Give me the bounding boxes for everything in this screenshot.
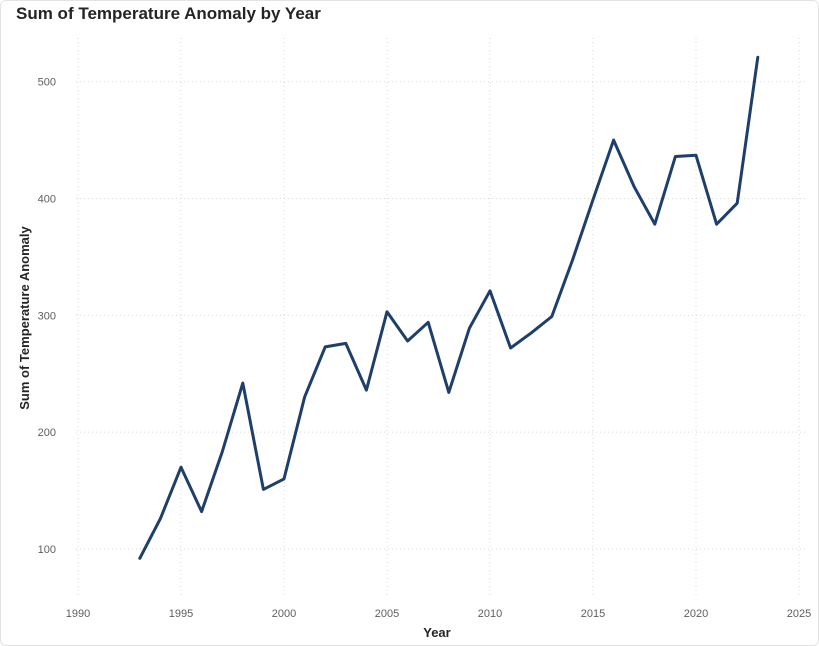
x-tick-label: 2025 xyxy=(787,608,811,620)
x-tick-label: 2005 xyxy=(375,608,399,620)
x-tick-label: 1990 xyxy=(66,608,90,620)
x-axis-title: Year xyxy=(423,625,450,640)
x-tick-label: 2010 xyxy=(478,608,502,620)
y-tick-label: 300 xyxy=(38,310,56,322)
y-tick-label: 100 xyxy=(38,544,56,556)
x-tick-label: 2020 xyxy=(684,608,708,620)
y-tick-label: 200 xyxy=(38,427,56,439)
x-tick-label: 2015 xyxy=(581,608,605,620)
y-axis-ticks: 100 200 300 400 500 xyxy=(38,77,56,556)
y-tick-label: 500 xyxy=(38,77,56,89)
series-line xyxy=(138,55,760,560)
x-tick-label: 2000 xyxy=(272,608,296,620)
gridlines xyxy=(76,38,808,598)
y-axis-title: Sum of Temperature Anomaly xyxy=(17,225,32,409)
x-tick-label: 1995 xyxy=(169,608,193,620)
x-axis-ticks: 1990 1995 2000 2005 2010 2015 2020 2025 xyxy=(66,608,811,620)
y-tick-label: 400 xyxy=(38,194,56,206)
chart-title: Sum of Temperature Anomaly by Year xyxy=(16,4,321,23)
